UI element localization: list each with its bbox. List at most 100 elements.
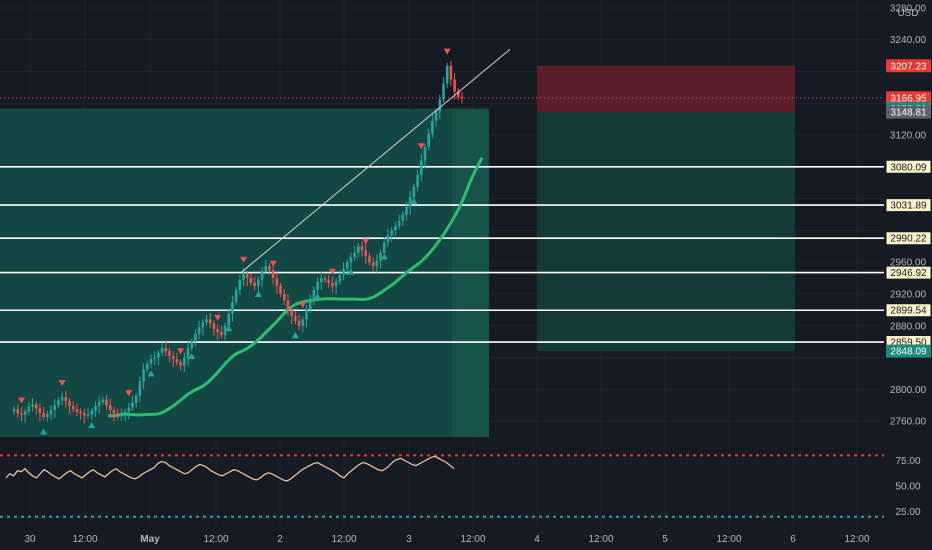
candle-body: [197, 327, 201, 334]
candle-body: [449, 65, 453, 80]
currency-label: USD: [897, 8, 918, 19]
candle-body: [282, 293, 286, 301]
candle-body: [131, 402, 134, 408]
time-axis-label: 12:00: [716, 534, 741, 545]
price-axis-label: 3280.00: [890, 3, 927, 14]
sell-signal-marker: [240, 256, 248, 263]
candle-body: [431, 120, 434, 134]
candle-body: [79, 411, 82, 414]
candle-body: [160, 348, 164, 353]
candle-body: [316, 282, 319, 291]
candle-body: [271, 270, 275, 279]
candle-body: [20, 413, 23, 415]
signal-markers: [17, 48, 451, 435]
candle-body: [60, 397, 64, 401]
candle-body: [456, 91, 460, 97]
rsi-pane: [0, 454, 884, 518]
candle-body: [382, 242, 386, 253]
candle-body: [286, 300, 290, 310]
candle-body: [127, 407, 131, 412]
rsi-line: [5, 455, 455, 482]
candle-body: [371, 262, 375, 267]
candle-body: [245, 274, 249, 279]
sell-signal-marker: [362, 238, 370, 245]
price-axis-label: 2760.00: [890, 417, 927, 428]
price-tag-box: [885, 198, 932, 213]
candle-body: [357, 246, 360, 253]
candle-body: [260, 271, 264, 280]
candle-body: [68, 401, 71, 407]
candle-body: [242, 274, 245, 280]
candle-body: [297, 320, 301, 326]
candle-body: [101, 399, 105, 403]
candle-body: [364, 250, 368, 256]
candle-body: [460, 96, 464, 99]
price-axis[interactable]: 3280.00 3240.00 3120.00 2960.00 2920.00 2880.…: [885, 0, 932, 550]
buy-signal-marker: [410, 198, 418, 205]
candle-body: [94, 406, 97, 411]
candle-body: [23, 411, 27, 415]
candle-body: [153, 357, 156, 360]
candle-body: [408, 197, 412, 207]
candle-body: [53, 405, 57, 410]
candle-body: [338, 274, 342, 282]
trendline[interactable]: [241, 48, 511, 273]
candle-body: [194, 333, 197, 342]
candle-body: [231, 301, 234, 314]
price-axis-label: 2920.00: [890, 289, 927, 300]
target-zone: [537, 65, 795, 113]
candle-body: [175, 359, 179, 363]
candle-body: [149, 359, 153, 364]
sell-signal-marker: [17, 397, 25, 404]
candle-body: [375, 260, 379, 267]
candle-body: [249, 278, 253, 283]
candle-body: [308, 300, 312, 310]
candle-body: [412, 186, 416, 198]
candle-body: [401, 214, 405, 221]
candle-body: [327, 279, 331, 283]
candle-body: [75, 409, 79, 412]
candle-body: [112, 409, 116, 414]
candle-body: [416, 174, 419, 187]
price-tag-value: 3080.09: [890, 162, 927, 173]
candle-body: [227, 313, 231, 326]
candle-body: [16, 409, 20, 414]
candle-body: [275, 278, 279, 287]
candle-body: [12, 409, 16, 412]
candle-body: [294, 316, 297, 321]
time-axis-label: 5: [662, 534, 668, 545]
candle-body: [405, 206, 408, 215]
candle-body: [453, 79, 456, 92]
buy-signal-marker: [291, 332, 299, 339]
candle-body: [116, 413, 119, 417]
buy-signal-marker: [40, 428, 48, 435]
price-axis-label: 2800.00: [890, 385, 927, 396]
candle-body: [394, 226, 397, 231]
candle-body: [279, 286, 282, 294]
sell-signal-marker: [417, 143, 425, 150]
price-tag-value: 3166.95: [890, 93, 927, 104]
candle-body: [138, 381, 142, 396]
time-axis-label: 12:00: [72, 534, 97, 545]
candle-body: [312, 290, 316, 301]
price-tag-value: 3207.23: [890, 61, 927, 72]
candle-body: [86, 414, 90, 416]
time-axis-label: 12:00: [460, 534, 485, 545]
price-tag-box: [885, 231, 932, 246]
price-tag-box: [886, 344, 931, 358]
time-axis[interactable]: 30 12:00 May 12:00 2 12:00 3 12:00 4 12:00 5 12:00 6…: [0, 527, 885, 550]
candle-body: [345, 262, 349, 269]
price-tag-value: 3148.81: [890, 108, 927, 119]
moving-average-line: [108, 157, 484, 418]
sell-signal-marker: [443, 48, 451, 55]
candle-body: [42, 413, 45, 418]
candle-body: [438, 99, 442, 112]
candle-body: [27, 406, 31, 412]
rsi-axis-label: 75.00: [895, 456, 920, 467]
candle-body: [105, 399, 108, 406]
candle-body: [268, 266, 271, 271]
candle-body: [379, 252, 382, 261]
candle-body: [423, 146, 427, 161]
candle-body: [264, 266, 268, 272]
